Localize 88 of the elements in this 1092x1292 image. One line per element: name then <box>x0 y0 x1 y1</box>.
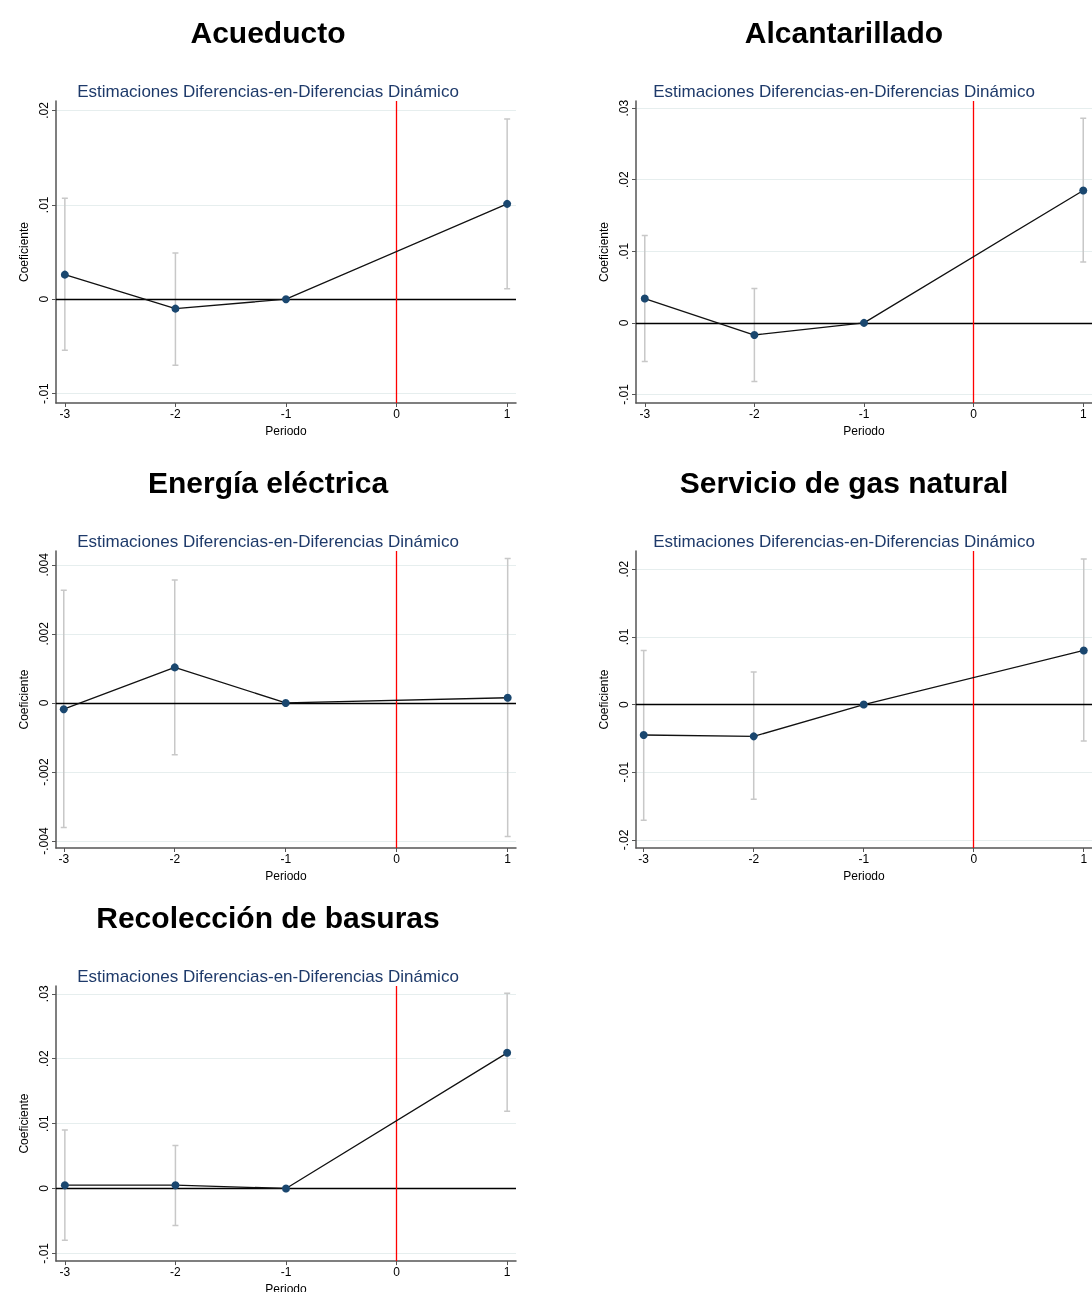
x-axis-title: Periodo <box>843 868 885 883</box>
y-tick-label: .01 <box>37 1114 51 1132</box>
y-axis-title: Coeficiente <box>17 221 31 283</box>
x-tick-label: -2 <box>170 1265 182 1280</box>
x-tick-label: -2 <box>749 407 761 421</box>
y-tick-label: 0 <box>37 1184 51 1192</box>
x-tick-label: -3 <box>59 1265 71 1280</box>
x-tick-label: -3 <box>639 407 651 421</box>
y-tick-label: .004 <box>37 552 51 577</box>
point <box>1079 646 1088 655</box>
x-tick-label: -1 <box>280 852 292 866</box>
y-tick-label: .01 <box>37 196 51 214</box>
y-tick-label: 0 <box>617 319 631 327</box>
x-tick-label: 1 <box>503 407 511 421</box>
x-tick-label: 1 <box>1080 852 1088 866</box>
y-axis-title: Coeficiente <box>597 669 611 730</box>
chart-subtitle: Estimaciones Diferencias-en-Diferencias Dinámico <box>77 532 459 551</box>
chart-title: Energía eléctrica <box>147 465 389 499</box>
point <box>749 732 758 741</box>
point <box>170 663 179 672</box>
x-tick-label: -2 <box>169 852 181 866</box>
x-tick-label: -3 <box>59 407 71 421</box>
x-tick-label: -1 <box>858 407 870 421</box>
chart-subtitle: Estimaciones Diferencias-en-Diferencias Dinámico <box>653 82 1035 101</box>
y-tick-label: 0 <box>37 295 51 303</box>
point <box>860 318 868 327</box>
chart-title: Acueducto <box>190 15 346 49</box>
point <box>859 700 868 709</box>
y-tick-label: -.01 <box>617 383 631 405</box>
chart-subtitle: Estimaciones Diferencias-en-Diferencias Dinámico <box>653 532 1035 551</box>
y-tick-label: -.01 <box>37 1242 51 1264</box>
x-tick-label: 0 <box>393 1265 401 1280</box>
chart-title: Servicio de gas natural <box>679 465 1009 499</box>
x-tick-label: 0 <box>970 407 978 421</box>
x-tick-label: -3 <box>58 852 70 866</box>
x-axis-title: Periodo <box>265 868 307 883</box>
x-axis-title: Periodo <box>843 423 885 438</box>
y-tick-label: 0 <box>37 699 51 707</box>
x-tick-label: 0 <box>393 407 401 421</box>
point <box>282 295 290 304</box>
point <box>171 1181 180 1190</box>
y-axis-title: Coeficiente <box>17 1093 31 1154</box>
y-tick-label: .03 <box>37 985 51 1003</box>
y-tick-label: 0 <box>617 700 631 708</box>
point <box>59 705 68 714</box>
point <box>281 698 290 707</box>
point <box>503 199 512 208</box>
x-tick-label: -1 <box>280 1265 292 1280</box>
x-tick-label: -1 <box>858 852 870 866</box>
x-tick-label: 1 <box>503 1265 511 1280</box>
y-tick-label: .002 <box>37 621 51 646</box>
x-tick-label: 0 <box>970 852 978 866</box>
y-tick-label: .02 <box>617 171 631 189</box>
chart-subtitle: Estimaciones Diferencias-en-Diferencias Dinámico <box>77 82 459 101</box>
point <box>282 1184 290 1193</box>
y-tick-label: -.002 <box>37 758 51 786</box>
y-tick-label: .02 <box>37 1050 51 1068</box>
point <box>639 731 648 740</box>
y-tick-label: .01 <box>617 242 631 260</box>
x-tick-label: 0 <box>393 852 401 866</box>
y-tick-label: .02 <box>37 101 51 119</box>
y-tick-label: .03 <box>617 99 631 117</box>
point <box>60 270 69 279</box>
y-tick-label: -.004 <box>37 827 51 855</box>
y-tick-label: -.02 <box>617 829 631 851</box>
x-tick-label: -1 <box>280 407 292 421</box>
x-tick-label: -2 <box>748 852 760 866</box>
x-tick-label: 1 <box>504 852 512 866</box>
x-tick-label: -2 <box>170 407 182 421</box>
y-tick-label: -.01 <box>37 382 51 404</box>
y-tick-label: .02 <box>617 560 631 578</box>
chart-title: Recolección de basuras <box>96 900 440 934</box>
point <box>503 693 512 702</box>
point <box>1079 186 1088 195</box>
y-tick-label: .01 <box>617 628 631 646</box>
point <box>750 331 759 340</box>
chart-subtitle: Estimaciones Diferencias-en-Diferencias Dinámico <box>77 967 459 986</box>
point <box>171 304 180 313</box>
y-tick-label: -.01 <box>617 761 631 783</box>
x-tick-label: -3 <box>638 852 650 866</box>
chart-title: Alcantarillado <box>744 15 944 49</box>
y-axis-title: Coeficiente <box>597 221 611 283</box>
point <box>60 1181 69 1190</box>
x-tick-label: 1 <box>1079 407 1087 421</box>
y-axis-title: Coeficiente <box>17 669 31 730</box>
x-axis-title: Periodo <box>265 423 307 438</box>
point <box>503 1048 512 1057</box>
point <box>640 294 649 303</box>
